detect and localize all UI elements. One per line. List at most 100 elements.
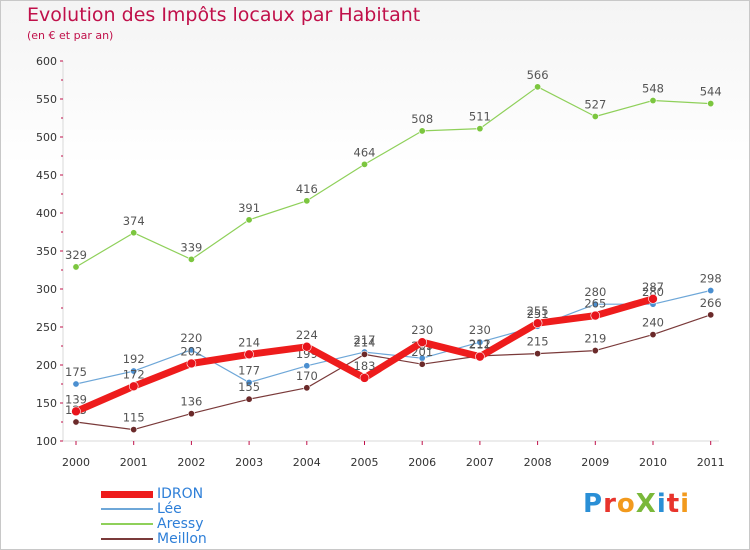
data-point-l-e: [591, 300, 599, 308]
data-point-idron: [532, 318, 543, 329]
logo-letter: o: [616, 489, 636, 519]
legend-swatch-lee: [101, 508, 153, 510]
data-point-aressy: [591, 112, 599, 120]
data-label-meillon: 115: [123, 411, 145, 425]
x-tick-label: 2007: [466, 456, 494, 469]
data-label-meillon: 266: [700, 296, 722, 310]
data-point-idron: [71, 406, 81, 417]
proxiti-logo: ProXiti: [583, 489, 690, 519]
y-tick-label: 400: [36, 207, 57, 220]
data-point-aressy: [72, 263, 80, 271]
data-label-idron: 214: [238, 335, 260, 349]
y-tick-label: 350: [36, 245, 57, 258]
data-point-aressy: [476, 125, 484, 133]
y-tick-label: 300: [36, 283, 57, 296]
data-point-meillon: [130, 426, 138, 434]
data-label-idron: 183: [354, 359, 376, 373]
data-point-aressy: [187, 255, 195, 263]
chart-subtitle: (en € et par an): [27, 29, 114, 42]
y-tick-label: 250: [36, 321, 57, 334]
data-label-idron: 139: [65, 392, 87, 406]
y-tick-label: 600: [36, 55, 57, 68]
data-label-idron: 230: [411, 323, 433, 337]
legend-item-meillon: Meillon: [101, 531, 207, 547]
x-tick-label: 2001: [120, 456, 148, 469]
data-point-idron: [128, 381, 139, 392]
legend-label-meillon: Meillon: [157, 531, 207, 547]
y-tick-label: 500: [36, 131, 57, 144]
data-label-aressy: 544: [700, 85, 722, 99]
series-line-l-e: [75, 289, 712, 385]
legend-swatch-meillon: [101, 538, 153, 540]
data-point-aressy: [707, 100, 715, 108]
y-tick-label: 150: [36, 397, 57, 410]
data-point-l-e: [303, 362, 311, 370]
data-label-idron: 172: [123, 367, 145, 381]
data-label-meillon: 170: [296, 369, 318, 383]
x-tick-label: 2003: [235, 456, 263, 469]
data-label-meillon: 214: [354, 335, 376, 349]
y-tick-label: 200: [36, 359, 57, 372]
data-point-meillon: [245, 395, 253, 403]
legend-item-idron: IDRON: [101, 486, 203, 502]
data-point-aressy: [534, 83, 542, 91]
data-label-aressy: 527: [584, 97, 606, 111]
logo-letter: i: [656, 489, 667, 519]
x-tick-label: 2000: [62, 456, 90, 469]
data-label-l-e: 220: [180, 331, 202, 345]
data-label-aressy: 391: [238, 201, 260, 215]
data-label-idron: 255: [527, 304, 549, 318]
data-label-aressy: 374: [123, 214, 145, 228]
data-label-meillon: 240: [642, 316, 664, 330]
data-label-l-e: 230: [469, 323, 491, 337]
data-point-meillon: [72, 418, 80, 426]
data-point-meillon: [187, 410, 195, 418]
data-label-l-e: 192: [123, 352, 145, 366]
data-label-aressy: 508: [411, 112, 433, 126]
data-label-l-e: 298: [700, 272, 722, 286]
data-point-aressy: [418, 127, 426, 135]
data-point-aressy: [649, 97, 657, 105]
legend-label-lee: Lée: [157, 501, 182, 517]
data-point-idron: [417, 337, 428, 348]
data-point-aressy: [303, 197, 311, 205]
data-point-l-e: [245, 378, 253, 386]
legend-item-lee: Lée: [101, 501, 182, 517]
logo-letter: P: [583, 489, 604, 519]
data-label-meillon: 212: [469, 337, 491, 351]
x-tick-label: 2008: [524, 456, 552, 469]
data-label-aressy: 464: [354, 145, 376, 159]
data-point-idron: [186, 358, 197, 369]
data-label-aressy: 548: [642, 82, 664, 96]
data-point-meillon: [360, 350, 368, 358]
data-label-aressy: 566: [527, 68, 549, 82]
data-label-l-e: 280: [584, 285, 606, 299]
legend-label-aressy: Aressy: [157, 516, 204, 532]
x-tick-label: 2002: [177, 456, 205, 469]
data-label-aressy: 329: [65, 248, 87, 262]
data-label-meillon: 215: [527, 335, 549, 349]
data-point-l-e: [187, 346, 195, 354]
data-point-l-e: [130, 367, 138, 375]
data-label-l-e: 217: [354, 333, 376, 347]
legend-item-aressy: Aressy: [101, 516, 204, 532]
logo-letter: i: [680, 489, 691, 519]
chart-title: Evolution des Impôts locaux par Habitant: [27, 4, 421, 26]
data-point-meillon: [649, 331, 657, 339]
data-label-l-e: 177: [238, 363, 260, 377]
x-tick-label: 2010: [639, 456, 667, 469]
legend-swatch-idron: [101, 490, 153, 498]
data-point-meillon: [591, 347, 599, 355]
data-point-aressy: [360, 160, 368, 168]
y-tick-label: 450: [36, 169, 57, 182]
data-point-meillon: [707, 311, 715, 319]
data-point-l-e: [476, 338, 484, 346]
logo-letter: r: [603, 489, 617, 519]
data-point-aressy: [245, 216, 253, 224]
data-point-l-e: [707, 287, 715, 295]
data-point-idron: [359, 373, 370, 383]
data-point-l-e: [72, 380, 80, 388]
data-point-meillon: [534, 350, 542, 358]
data-label-aressy: 511: [469, 110, 491, 124]
